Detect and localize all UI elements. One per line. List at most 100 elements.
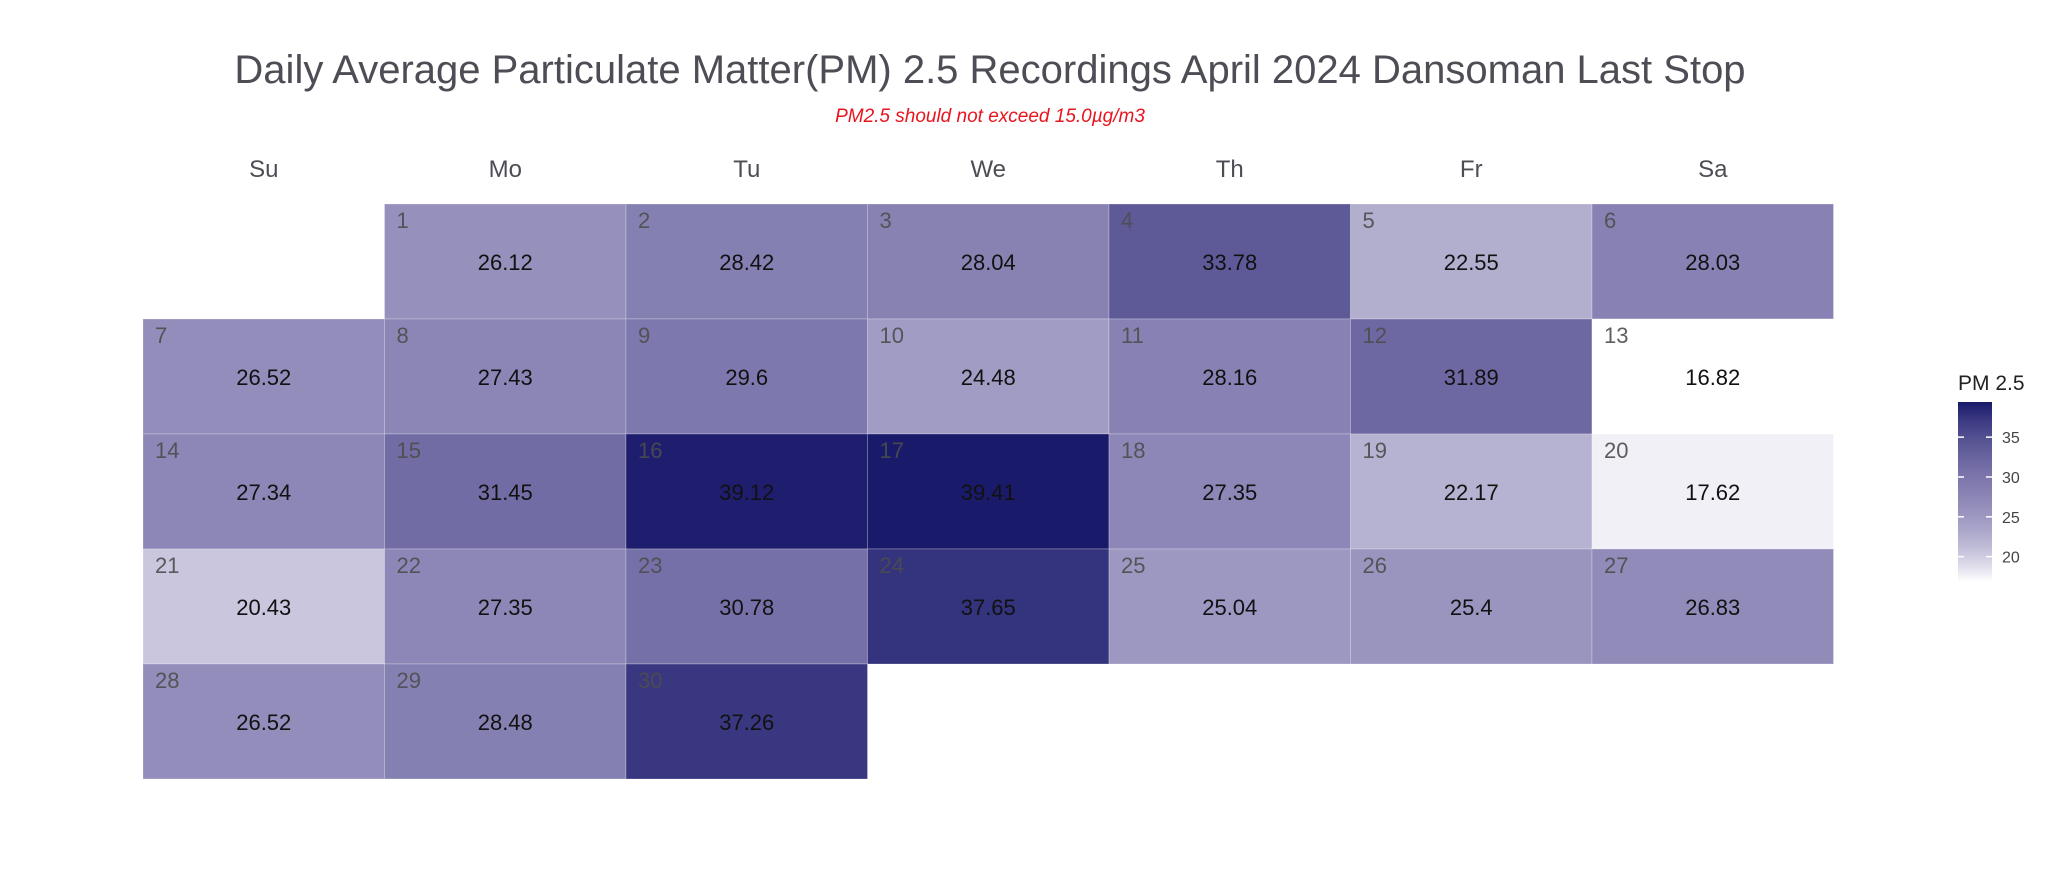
day-number: 4 bbox=[1121, 208, 1133, 233]
day-number: 6 bbox=[1604, 208, 1616, 233]
day-number: 19 bbox=[1363, 438, 1387, 463]
pm-value-label: 39.12 bbox=[719, 480, 774, 505]
pm-value-label: 22.55 bbox=[1444, 250, 1499, 275]
day-number: 8 bbox=[397, 323, 409, 348]
cell-rect bbox=[867, 433, 1110, 550]
cell-rect bbox=[1108, 318, 1351, 435]
calendar-cell-day-14: 14 27.34 bbox=[142, 433, 385, 550]
cell-rect bbox=[625, 663, 868, 780]
pm-value-label: 33.78 bbox=[1202, 250, 1257, 275]
cell-rect bbox=[1108, 548, 1351, 665]
calendar-cell-day-1: 126.12 bbox=[384, 203, 627, 320]
calendar-cell-day-3: 328.04 bbox=[867, 203, 1110, 320]
day-number: 29 bbox=[397, 668, 421, 693]
weekday-label-su: Su bbox=[249, 156, 278, 183]
pm-value-label: 24.48 bbox=[961, 365, 1016, 390]
day-number: 20 bbox=[1604, 438, 1628, 463]
legend-title: PM 2.5 bbox=[1958, 372, 2025, 395]
cell-rect bbox=[384, 318, 627, 435]
day-number: 2 bbox=[638, 208, 650, 233]
day-number: 26 bbox=[1363, 553, 1387, 578]
cell-rect bbox=[142, 433, 385, 550]
day-number: 24 bbox=[880, 553, 904, 578]
cell-rect bbox=[1591, 548, 1834, 665]
calendar-cell-day-24: 24 37.65 bbox=[867, 548, 1110, 665]
calendar-cell-day-19: 19 22.17 bbox=[1350, 433, 1593, 550]
weekday-label-fr: Fr bbox=[1460, 156, 1483, 183]
calendar-cell-day-20: 20 17.62 bbox=[1591, 433, 1834, 550]
calendar-cell-day-25: 25 25.04 bbox=[1108, 548, 1351, 665]
chart-subtitle: PM2.5 should not exceed 15.0µg/m3 bbox=[835, 106, 1145, 127]
day-number: 17 bbox=[880, 438, 904, 463]
legend-colorbar bbox=[1958, 402, 1992, 582]
cell-rect bbox=[142, 663, 385, 780]
calendar-cell-day-27: 27 26.83 bbox=[1591, 548, 1834, 665]
pm-value-label: 16.82 bbox=[1685, 365, 1740, 390]
day-number: 12 bbox=[1363, 323, 1387, 348]
calendar-cell-day-29: 29 28.48 bbox=[384, 663, 627, 780]
cell-rect bbox=[384, 548, 627, 665]
calendar-cell-day-6: 628.03 bbox=[1591, 203, 1834, 320]
pm-value-label: 31.45 bbox=[478, 480, 533, 505]
calendar-cell-day-17: 17 39.41 bbox=[867, 433, 1110, 550]
day-number: 28 bbox=[155, 668, 179, 693]
pm-value-label: 25.04 bbox=[1202, 595, 1257, 620]
calendar-cell-day-26: 26 25.4 bbox=[1350, 548, 1593, 665]
pm-value-label: 28.16 bbox=[1202, 365, 1257, 390]
cell-rect bbox=[1350, 548, 1593, 665]
chart-title: Daily Average Particulate Matter(PM) 2.5… bbox=[234, 48, 1746, 92]
calendar-cell-day-11: 11 28.16 bbox=[1108, 318, 1351, 435]
day-number: 21 bbox=[155, 553, 179, 578]
calendar-cell-day-16: 16 39.12 bbox=[625, 433, 868, 550]
cell-rect bbox=[1350, 318, 1593, 435]
day-number: 13 bbox=[1604, 323, 1628, 348]
weekday-label-th: Th bbox=[1216, 156, 1244, 183]
pm-value-label: 39.41 bbox=[961, 480, 1016, 505]
cell-rect bbox=[1591, 433, 1834, 550]
day-number: 23 bbox=[638, 553, 662, 578]
calendar-cell-day-21: 21 20.43 bbox=[142, 548, 385, 665]
cell-rect bbox=[384, 433, 627, 550]
pm-value-label: 26.52 bbox=[236, 365, 291, 390]
pm-value-label: 27.43 bbox=[478, 365, 533, 390]
calendar-cell-day-10: 10 24.48 bbox=[867, 318, 1110, 435]
calendar-cell-day-23: 23 30.78 bbox=[625, 548, 868, 665]
calendar-cell-day-28: 28 26.52 bbox=[142, 663, 385, 780]
legend-tick-label: 25 bbox=[2002, 510, 2020, 527]
pm-value-label: 22.17 bbox=[1444, 480, 1499, 505]
pm-value-label: 37.26 bbox=[719, 710, 774, 735]
day-number: 11 bbox=[1121, 323, 1144, 348]
pm-value-label: 26.52 bbox=[236, 710, 291, 735]
day-number: 18 bbox=[1121, 438, 1145, 463]
cell-rect bbox=[1108, 433, 1351, 550]
calendar-cell-day-2: 228.42 bbox=[625, 203, 868, 320]
pm-value-label: 30.78 bbox=[719, 595, 774, 620]
calendar-cell-day-15: 15 31.45 bbox=[384, 433, 627, 550]
pm-value-label: 28.42 bbox=[719, 250, 774, 275]
cell-rect bbox=[625, 433, 868, 550]
cell-rect bbox=[625, 548, 868, 665]
pm-value-label: 26.83 bbox=[1685, 595, 1740, 620]
day-number: 5 bbox=[1363, 208, 1375, 233]
cell-rect bbox=[142, 318, 385, 435]
pm-value-label: 20.43 bbox=[236, 595, 291, 620]
cell-rect bbox=[384, 203, 627, 320]
calendar-cell-day-13: 13 16.82 bbox=[1591, 318, 1834, 435]
calendar-cell-day-18: 18 27.35 bbox=[1108, 433, 1351, 550]
legend-tick-label: 30 bbox=[2002, 470, 2020, 487]
legend-tick-label: 20 bbox=[2002, 550, 2020, 567]
cell-rect bbox=[1591, 318, 1834, 435]
legend-tick-label: 35 bbox=[2002, 430, 2020, 447]
day-number: 3 bbox=[880, 208, 892, 233]
weekday-label-sa: Sa bbox=[1698, 156, 1728, 183]
day-number: 14 bbox=[155, 438, 179, 463]
calendar-cell-day-12: 12 31.89 bbox=[1350, 318, 1593, 435]
day-number: 7 bbox=[155, 323, 167, 348]
pm-value-label: 27.35 bbox=[1202, 480, 1257, 505]
calendar-cell-day-22: 22 27.35 bbox=[384, 548, 627, 665]
pm-value-label: 29.6 bbox=[725, 365, 768, 390]
cell-rect bbox=[867, 548, 1110, 665]
calendar-cell-day-5: 522.55 bbox=[1350, 203, 1593, 320]
